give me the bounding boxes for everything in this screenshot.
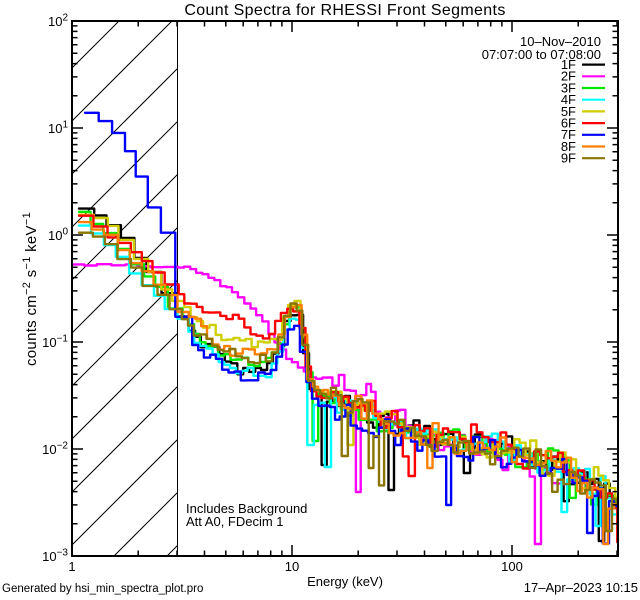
svg-text:6F: 6F — [561, 116, 576, 131]
svg-text:4F: 4F — [561, 92, 576, 107]
svg-text:8F: 8F — [561, 139, 576, 154]
svg-text:counts cm−2 s−1 keV−1: counts cm−2 s−1 keV−1 — [21, 212, 40, 366]
svg-text:5F: 5F — [561, 104, 576, 119]
svg-text:100: 100 — [501, 559, 523, 574]
svg-text:Generated by hsi_min_spectra_p: Generated by hsi_min_spectra_plot.pro — [2, 583, 203, 595]
svg-text:Att A0, FDecim 1: Att A0, FDecim 1 — [186, 514, 284, 529]
svg-text:07:07:00 to 07:08:00: 07:07:00 to 07:08:00 — [482, 47, 601, 62]
svg-text:10–Nov–2010: 10–Nov–2010 — [520, 34, 601, 49]
svg-text:1F: 1F — [561, 57, 576, 72]
svg-text:9F: 9F — [561, 151, 576, 166]
svg-text:Energy (keV): Energy (keV) — [307, 574, 383, 589]
svg-text:7F: 7F — [561, 127, 576, 142]
svg-text:Includes Background: Includes Background — [186, 501, 307, 516]
svg-text:2F: 2F — [561, 69, 576, 84]
svg-text:1: 1 — [68, 559, 75, 574]
svg-text:17–Apr–2023 10:15: 17–Apr–2023 10:15 — [524, 580, 638, 595]
svg-text:10: 10 — [285, 559, 299, 574]
svg-text:3F: 3F — [561, 80, 576, 95]
svg-text:Count Spectra for RHESSI Front: Count Spectra for RHESSI Front Segments — [184, 2, 505, 19]
